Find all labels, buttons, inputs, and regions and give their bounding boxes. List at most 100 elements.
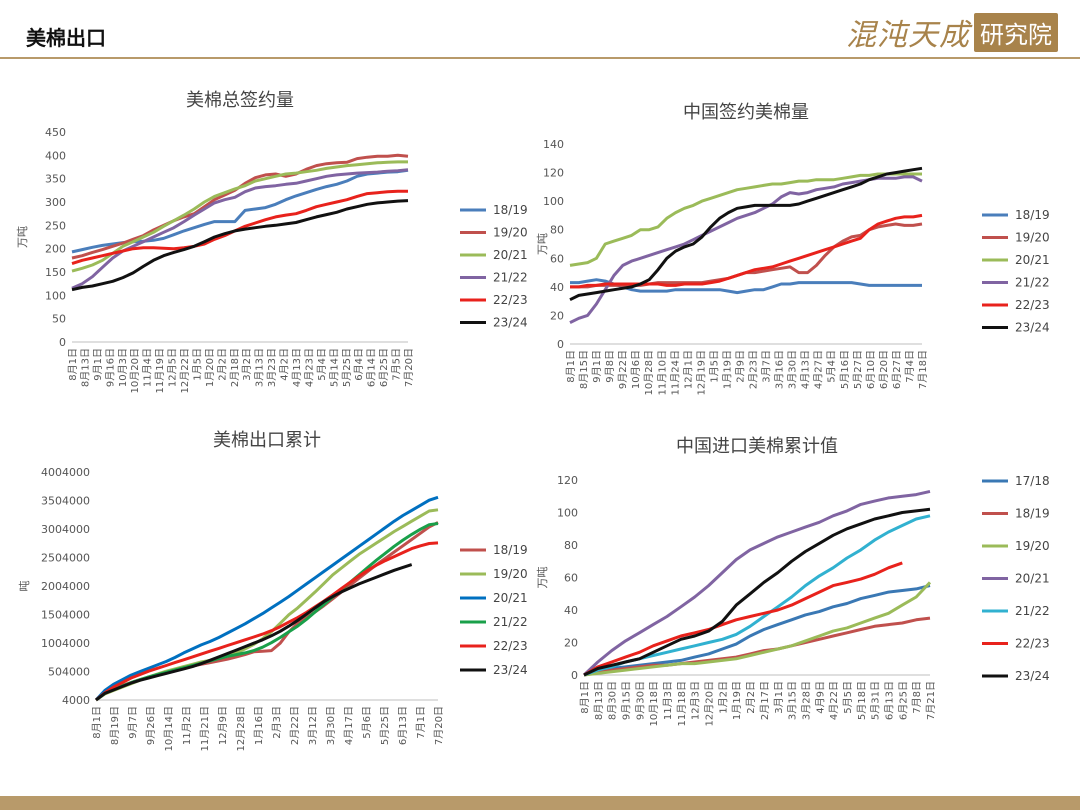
x-tick-label: 11月4日 xyxy=(142,348,154,387)
x-tick-label: 8月1日 xyxy=(565,350,577,383)
legend-label: 20/21 xyxy=(493,591,528,605)
y-tick-label: 140 xyxy=(543,138,564,151)
series-line-18-19 xyxy=(583,616,931,677)
y-axis-label: 万吨 xyxy=(536,233,549,255)
x-tick-label: 2月2日 xyxy=(216,348,228,381)
x-tick-label: 8月30日 xyxy=(607,681,619,720)
x-tick-label: 8月13日 xyxy=(79,348,91,387)
x-tick-label: 10月20日 xyxy=(129,348,141,393)
x-tick-label: 4月23日 xyxy=(303,348,315,387)
x-tick-label: 3月2日 xyxy=(241,348,253,381)
chart-title: 美棉总签约量 xyxy=(186,90,294,111)
legend-label: 23/24 xyxy=(1015,321,1050,335)
x-tick-label: 6月13日 xyxy=(397,706,409,745)
x-tick-label: 2月3日 xyxy=(271,706,283,739)
x-tick-label: 3月23日 xyxy=(266,348,278,387)
x-tick-label: 12月22日 xyxy=(179,348,191,393)
x-tick-label: 11月18日 xyxy=(676,681,688,726)
x-tick-label: 3月30日 xyxy=(325,706,337,745)
x-tick-label: 6月13日 xyxy=(883,681,895,720)
x-tick-label: 1月5日 xyxy=(191,348,203,381)
y-tick-label: 200 xyxy=(45,243,66,256)
legend-label: 23/24 xyxy=(493,316,528,330)
y-tick-label: 20 xyxy=(564,637,578,650)
x-tick-label: 4月27日 xyxy=(813,350,825,389)
y-tick-label: 150 xyxy=(45,266,66,279)
x-tick-label: 4月2日 xyxy=(279,348,291,381)
legend-label: 20/21 xyxy=(493,248,528,262)
legend-label: 19/20 xyxy=(493,567,528,581)
y-tick-label: 100 xyxy=(543,195,564,208)
series-line-23-24 xyxy=(569,166,923,302)
logo-box-text: 研究院 xyxy=(974,12,1058,52)
y-tick-label: 1004000 xyxy=(41,637,90,650)
x-tick-label: 3月28日 xyxy=(800,681,812,720)
x-tick-label: 9月7日 xyxy=(127,706,139,739)
x-tick-label: 4月22日 xyxy=(828,681,840,720)
x-tick-label: 11月10日 xyxy=(656,350,668,395)
x-tick-label: 1月16日 xyxy=(253,706,265,745)
x-tick-label: 11月24日 xyxy=(669,350,681,395)
series-line-20-21 xyxy=(569,172,922,267)
legend-label: 22/23 xyxy=(1015,298,1050,312)
series-line-20-21 xyxy=(582,489,931,677)
x-tick-label: 8月19日 xyxy=(109,706,121,745)
y-tick-label: 50 xyxy=(52,313,66,326)
series-line-19-20 xyxy=(570,222,923,289)
x-tick-label: 7月4日 xyxy=(904,350,916,383)
x-tick-label: 8月1日 xyxy=(91,706,103,739)
x-tick-label: 6月25日 xyxy=(378,348,390,387)
y-tick-label: 100 xyxy=(557,507,578,520)
x-tick-label: 9月15日 xyxy=(621,681,633,720)
x-tick-label: 2月17日 xyxy=(759,681,771,720)
x-tick-label: 1月20日 xyxy=(204,348,216,387)
x-tick-label: 3月13日 xyxy=(254,348,266,387)
y-tick-label: 60 xyxy=(550,252,564,265)
x-tick-label: 5月16日 xyxy=(839,350,851,389)
chart-title: 中国签约美棉量 xyxy=(683,102,809,123)
x-tick-label: 5月14日 xyxy=(328,348,340,387)
x-tick-label: 12月9日 xyxy=(217,706,229,745)
x-tick-label: 9月22日 xyxy=(617,350,629,389)
x-tick-label: 1月2日 xyxy=(717,681,729,714)
y-tick-label: 3004000 xyxy=(41,523,90,536)
legend-label: 17/18 xyxy=(1015,474,1050,488)
x-tick-label: 5月6日 xyxy=(361,706,373,739)
y-tick-label: 40 xyxy=(564,604,578,617)
series-line-22-23 xyxy=(95,541,439,702)
x-tick-label: 7月8日 xyxy=(911,681,923,714)
chart-title: 美棉出口累计 xyxy=(213,430,321,451)
x-tick-label: 8月15日 xyxy=(578,350,590,389)
x-tick-label: 12月5日 xyxy=(167,348,179,387)
x-tick-label: 6月4日 xyxy=(353,348,365,381)
chart-title: 中国进口美棉累计值 xyxy=(676,436,838,457)
legend-label: 18/19 xyxy=(493,543,528,557)
legend-label: 19/20 xyxy=(1015,231,1050,245)
y-tick-label: 120 xyxy=(543,167,564,180)
x-tick-label: 10月28日 xyxy=(643,350,655,395)
x-tick-label: 11月21日 xyxy=(199,706,211,751)
y-tick-label: 120 xyxy=(557,474,578,487)
x-tick-label: 9月8日 xyxy=(604,350,616,383)
x-tick-label: 9月16日 xyxy=(104,348,116,387)
page-title: 美棉出口 xyxy=(26,26,106,50)
x-tick-label: 8月1日 xyxy=(579,681,591,714)
series-line-23-24 xyxy=(95,563,413,702)
x-tick-label: 8月13日 xyxy=(593,681,605,720)
x-tick-label: 5月31日 xyxy=(870,681,882,720)
legend-label: 20/21 xyxy=(1015,572,1050,586)
legend-label: 18/19 xyxy=(1015,208,1050,222)
series-line-21-22 xyxy=(569,175,923,324)
x-tick-label: 12月28日 xyxy=(235,706,247,751)
x-tick-label: 3月30日 xyxy=(787,350,799,389)
header-divider xyxy=(0,57,1080,59)
series-line-22-23 xyxy=(570,213,923,289)
x-tick-label: 4月9日 xyxy=(814,681,826,714)
legend-label: 21/22 xyxy=(1015,276,1050,290)
y-tick-label: 0 xyxy=(571,669,578,682)
logo-text: 混沌天成 xyxy=(846,18,970,53)
legend-label: 22/23 xyxy=(1015,637,1050,651)
chart-china-signed: 中国签约美棉量 0 20 40 60 80 100 120 140 万吨 8月1日 8月15日 9月1日… xyxy=(530,90,1070,410)
y-tick-label: 400 xyxy=(45,149,66,162)
x-tick-label: 2月9日 xyxy=(734,350,746,383)
